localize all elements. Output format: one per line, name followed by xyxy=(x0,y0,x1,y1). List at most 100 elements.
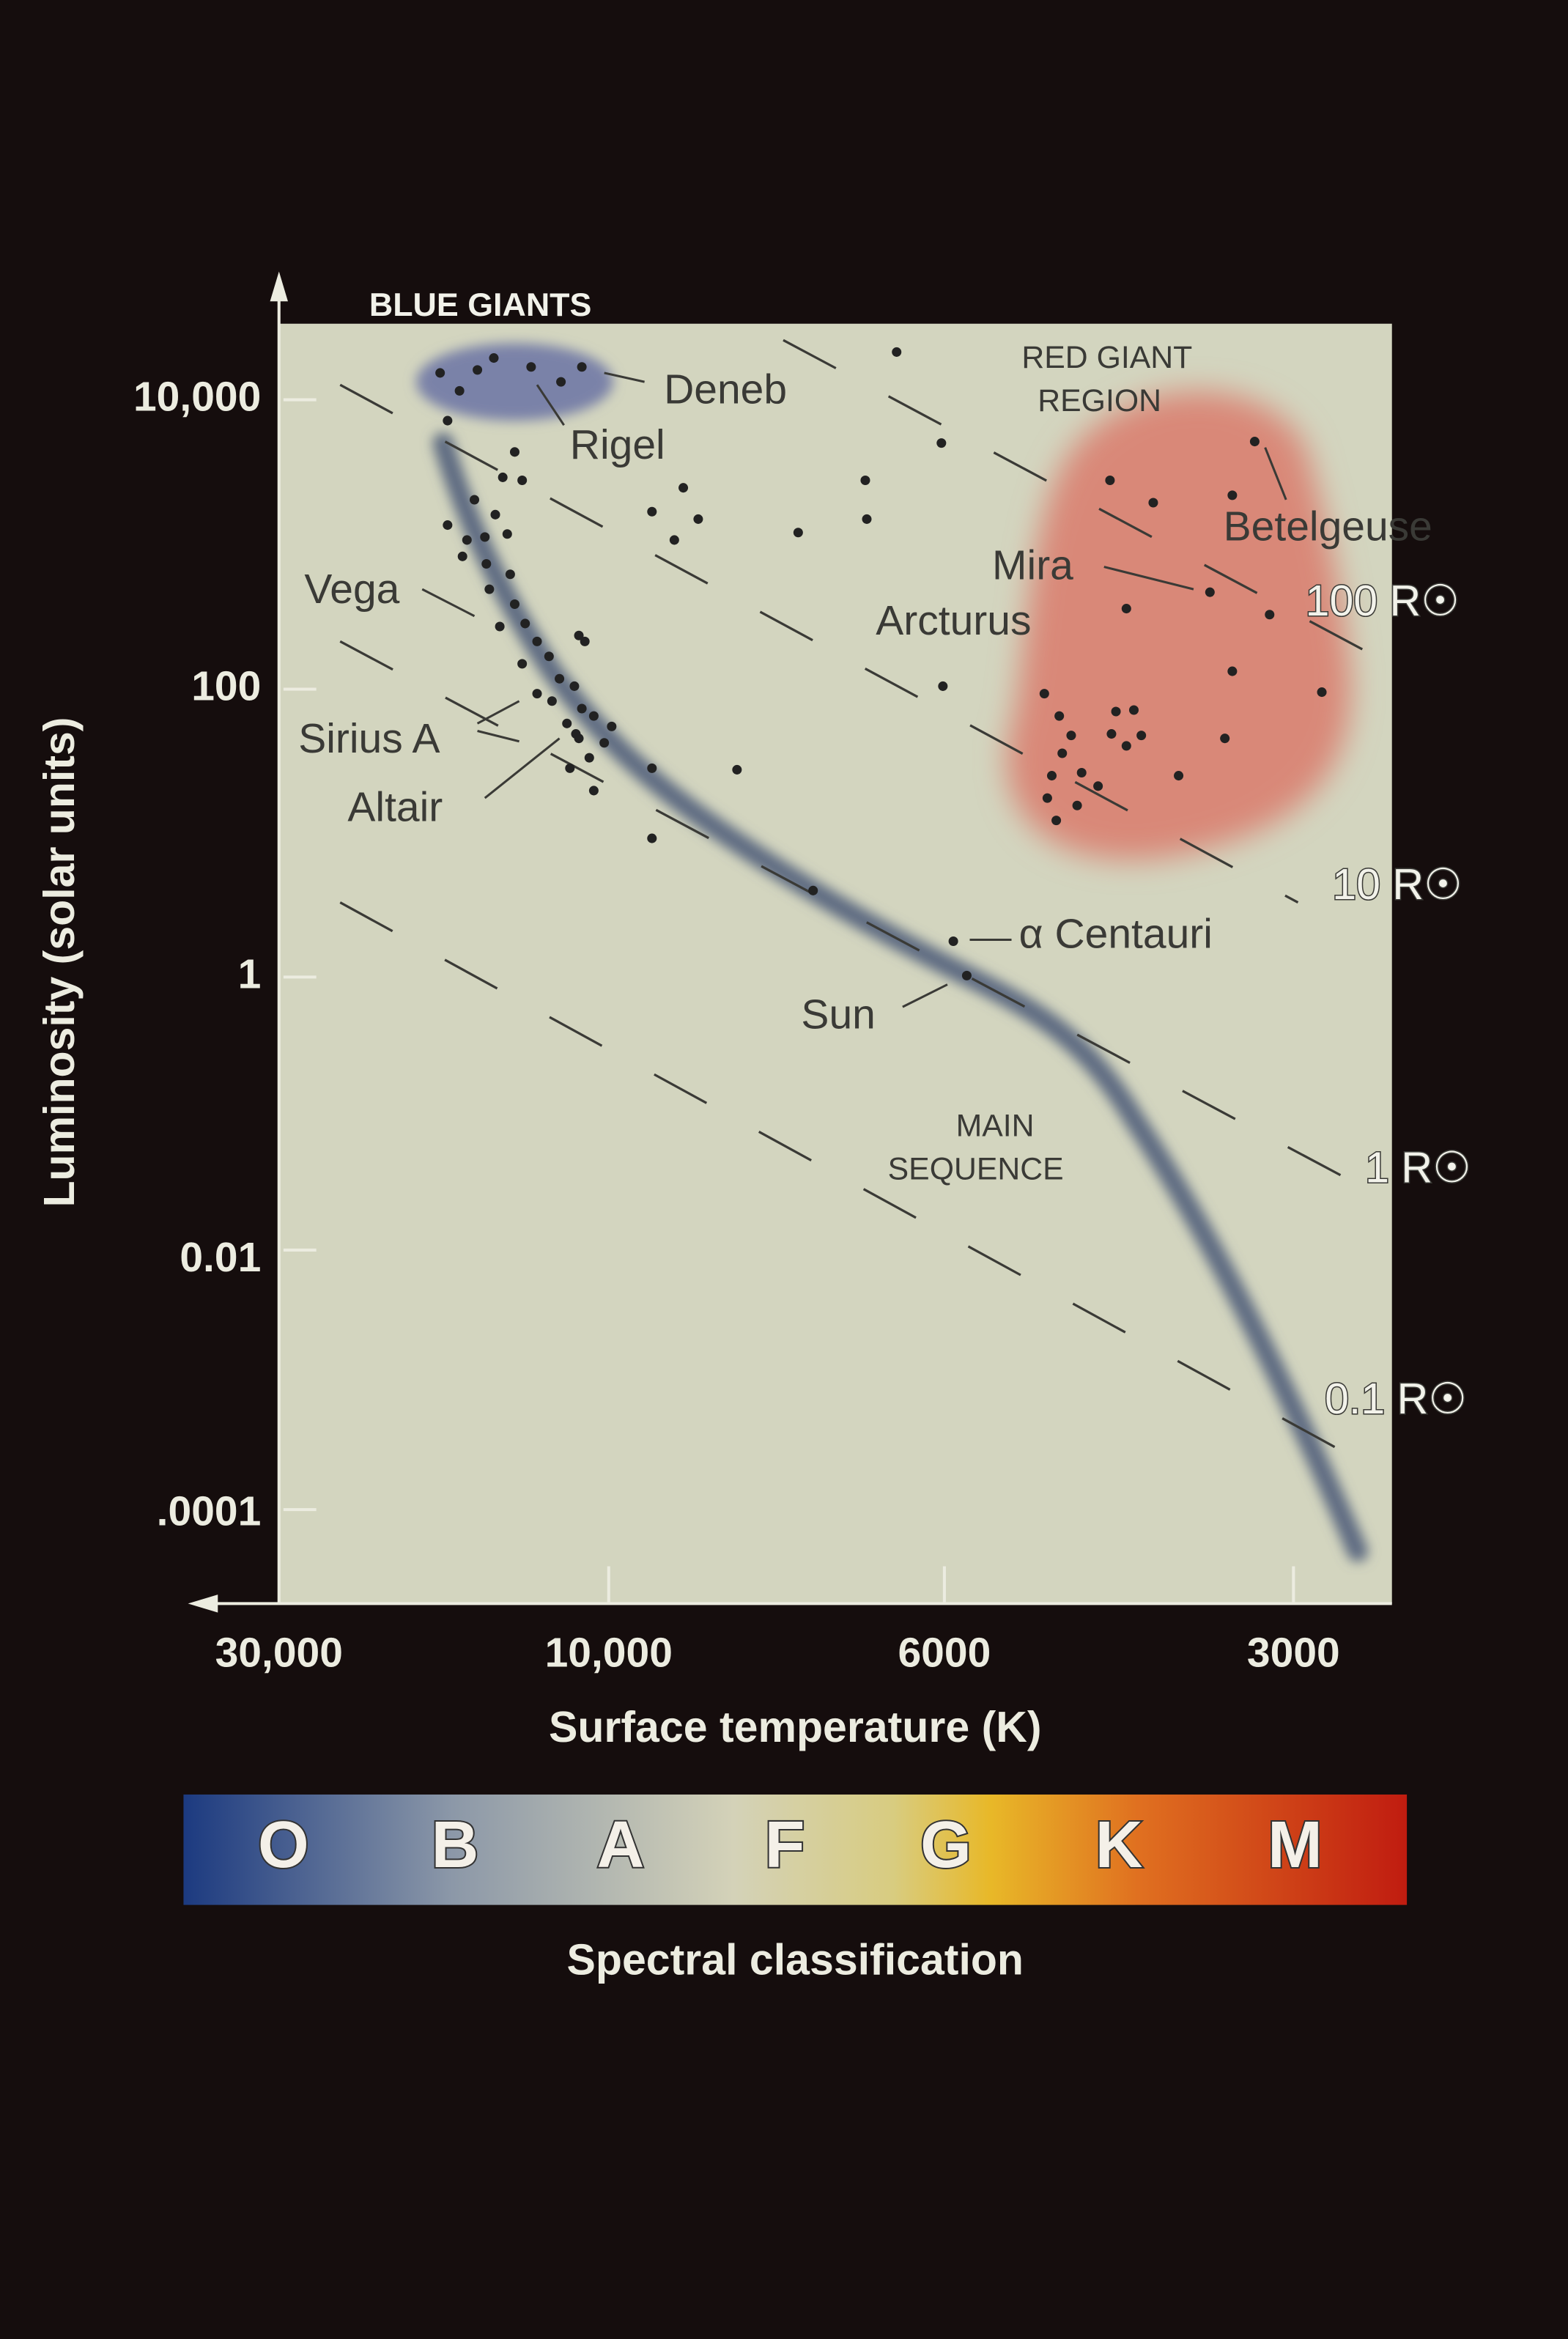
star-dot xyxy=(569,681,580,691)
star-dot xyxy=(489,353,499,363)
star-label: Arcturus xyxy=(876,597,1031,644)
star-dot xyxy=(1317,687,1327,698)
star-label: Sirius A xyxy=(298,715,440,762)
star-label: Altair xyxy=(347,783,443,830)
spectral-label: Spectral classification xyxy=(567,1936,1024,1984)
leader-line xyxy=(604,372,645,383)
star-dot xyxy=(1072,800,1082,810)
star-dot xyxy=(1051,816,1062,826)
star-dot xyxy=(1227,490,1238,500)
spectral-bar xyxy=(183,1794,1408,1905)
star-dot xyxy=(574,630,584,640)
star-dot xyxy=(1220,734,1230,744)
star-dot xyxy=(571,729,581,739)
blue-giant-region xyxy=(416,343,613,421)
star-dot xyxy=(647,506,657,517)
star-dot xyxy=(793,528,803,538)
y-arrow xyxy=(270,271,288,302)
radius-line xyxy=(339,901,1377,1471)
leader-line xyxy=(1103,566,1194,591)
star-label: Mira xyxy=(992,542,1073,589)
star-dot xyxy=(517,475,528,486)
star-label: Betelgeuse xyxy=(1224,503,1432,550)
star-dot xyxy=(473,365,483,375)
star-dot xyxy=(532,636,542,646)
spectral-class: K xyxy=(1095,1808,1143,1881)
y-axis-label: Luminosity (solar units) xyxy=(35,717,84,1208)
leader-line xyxy=(484,737,561,799)
region-label: BLUE GIANTS xyxy=(369,287,592,323)
star-dot xyxy=(1227,666,1238,676)
star-dot xyxy=(588,711,599,721)
star-dot xyxy=(495,621,505,632)
star-dot xyxy=(556,377,566,387)
star-dot xyxy=(562,718,572,728)
region-label: SEQUENCE xyxy=(888,1151,1064,1186)
star-dot xyxy=(584,753,594,763)
radius-lines xyxy=(339,339,1377,1471)
star-dot xyxy=(1042,793,1052,803)
spectral-class: F xyxy=(765,1808,805,1881)
star-dot xyxy=(669,535,679,545)
star-dot xyxy=(544,651,554,662)
star-dot xyxy=(1076,767,1087,778)
star-dot xyxy=(502,529,512,539)
star-dot xyxy=(647,763,657,773)
star-dot xyxy=(580,636,590,646)
red-giant-region xyxy=(1007,391,1351,860)
star-dot xyxy=(1054,711,1065,721)
star-dot xyxy=(678,483,689,493)
radius-label: 1 R☉ xyxy=(1365,1144,1471,1192)
star-dot xyxy=(732,764,742,775)
star-dot xyxy=(1057,748,1068,758)
star-dot xyxy=(1093,781,1103,791)
star-dot xyxy=(693,514,703,524)
star-dot xyxy=(1039,689,1049,699)
star-dot xyxy=(509,447,519,457)
spectral-class: G xyxy=(920,1808,972,1881)
star-dot xyxy=(577,703,587,714)
y-tick-label: .0001 xyxy=(157,1488,262,1534)
star-dot xyxy=(469,495,480,505)
star-dot xyxy=(443,520,453,531)
star-dot xyxy=(462,535,472,545)
star-dot xyxy=(936,438,947,448)
x-tick-label: 3000 xyxy=(1247,1630,1340,1677)
x-tick-label: 10,000 xyxy=(545,1630,673,1677)
star-dot xyxy=(457,551,467,561)
star-dot xyxy=(599,738,610,748)
star-dot xyxy=(938,681,948,691)
star-dot xyxy=(1174,771,1184,781)
star-label: α Centauri xyxy=(1019,910,1213,957)
ticks xyxy=(283,398,1295,1604)
spectral-class: A xyxy=(597,1808,645,1881)
leader-line xyxy=(1264,447,1287,500)
star-dot xyxy=(1046,771,1057,781)
star-dot xyxy=(1121,604,1131,614)
star-dot xyxy=(443,415,453,426)
radius-label: 0.1 R☉ xyxy=(1325,1375,1467,1423)
star-dot xyxy=(588,786,599,796)
star-dot xyxy=(1106,729,1117,739)
leader-line xyxy=(902,983,948,1008)
star-dot xyxy=(517,659,528,669)
star-label: Deneb xyxy=(664,366,787,413)
star-dot xyxy=(1265,610,1275,620)
star-dot xyxy=(555,673,565,684)
star-dot xyxy=(1121,741,1131,751)
y-tick-label: 0.01 xyxy=(180,1234,261,1281)
star-dot xyxy=(1136,731,1147,741)
star-dot xyxy=(565,763,575,773)
spectral-class: B xyxy=(432,1808,479,1881)
star-dot xyxy=(1128,705,1139,715)
star-dot xyxy=(577,362,587,372)
star-dot xyxy=(480,532,490,542)
y-tick-label: 1 xyxy=(238,950,262,997)
star-dot xyxy=(532,689,542,699)
star-dot xyxy=(547,696,557,706)
star-label: Rigel xyxy=(570,421,665,468)
region-label: RED GIANT xyxy=(1021,340,1192,375)
region-label: MAIN xyxy=(956,1108,1035,1143)
radius-label: 10 R☉ xyxy=(1332,860,1462,909)
